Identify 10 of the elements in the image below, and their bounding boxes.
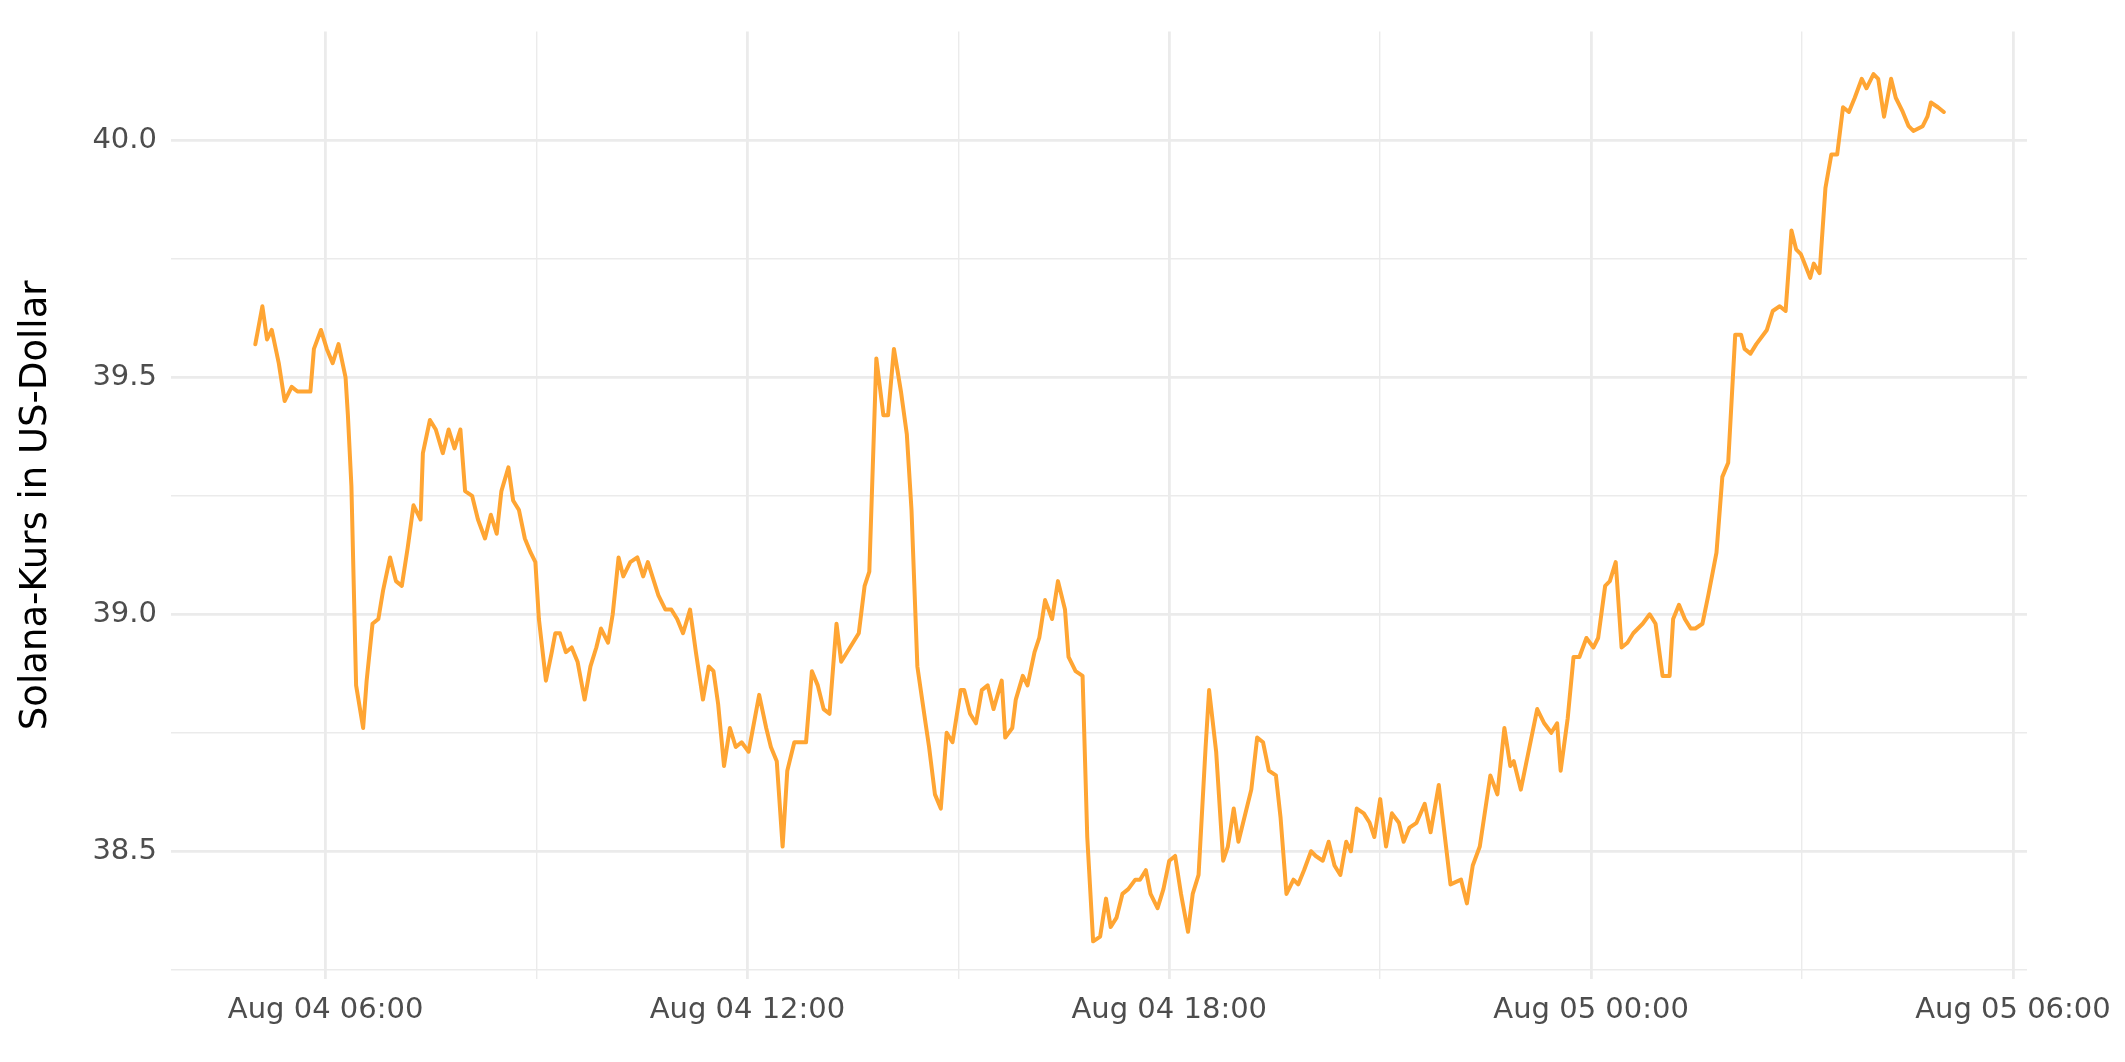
y-axis-title: Solana-Kurs in US-Dollar [11,279,55,731]
x-tick-label: Aug 05 00:00 [1493,991,1689,1026]
y-tick-label: 39.5 [92,357,157,392]
x-tick-label: Aug 04 18:00 [1071,991,1268,1026]
y-tick-label: 38.5 [92,831,157,866]
x-tick-label: Aug 05 06:00 [1915,991,2111,1026]
y-tick-label: 39.0 [92,594,157,629]
x-tick-label: Aug 04 12:00 [649,991,846,1026]
y-tick-label: 40.0 [92,120,157,155]
x-tick-label: Aug 04 06:00 [227,991,424,1026]
